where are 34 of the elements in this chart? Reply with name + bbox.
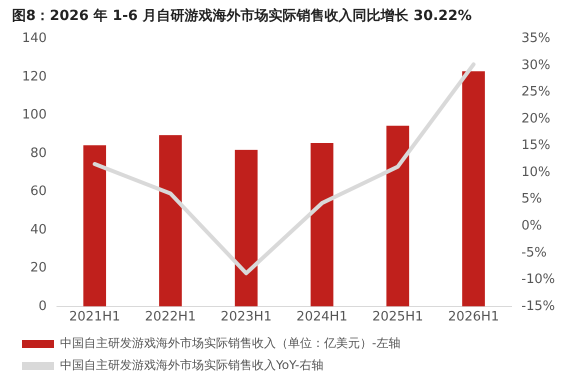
y2-tick-label: -15% bbox=[521, 298, 556, 314]
chart-title: 图8：2026 年 1-6 月自研游戏海外市场实际销售收入同比增长 30.22% bbox=[12, 7, 472, 24]
x-tick-label: 2026H1 bbox=[448, 310, 500, 325]
y2-tick-label: 35% bbox=[521, 31, 550, 46]
y-tick-label: 100 bbox=[22, 108, 47, 123]
y2-tick-label: 30% bbox=[521, 58, 550, 73]
legend-label: 中国自主研发游戏海外市场实际销售收入（单位：亿美元）-左轴 bbox=[60, 336, 400, 350]
bar bbox=[159, 135, 182, 306]
bar bbox=[386, 126, 410, 306]
y-tick-label: 120 bbox=[22, 69, 47, 84]
y2-tick-label: 10% bbox=[521, 164, 550, 180]
x-tick-label: 2022H1 bbox=[144, 310, 196, 325]
y2-tick-label: 25% bbox=[521, 84, 550, 100]
y-tick-label: 20 bbox=[30, 260, 47, 276]
x-tick-label: 2021H1 bbox=[69, 310, 120, 325]
y-tick-label: 60 bbox=[30, 184, 47, 200]
bar bbox=[83, 145, 106, 306]
y2-tick-label: -10% bbox=[521, 272, 556, 288]
x-tick-label: 2025H1 bbox=[372, 310, 424, 325]
y-tick-label: 0 bbox=[38, 298, 47, 314]
y2-tick-label: 15% bbox=[521, 138, 550, 154]
bar bbox=[310, 142, 334, 306]
legend-label: 中国自主研发游戏海外市场实际销售收入YoY-右轴 bbox=[60, 358, 324, 372]
bar bbox=[234, 150, 258, 306]
bar bbox=[462, 71, 485, 306]
y2-tick-label: -5% bbox=[521, 245, 547, 260]
x-tick-label: 2023H1 bbox=[220, 310, 272, 325]
y-tick-label: 80 bbox=[30, 146, 47, 161]
y-tick-label: 40 bbox=[30, 222, 47, 238]
y2-tick-label: 0% bbox=[521, 218, 542, 234]
y2-tick-label: 20% bbox=[521, 111, 550, 126]
x-tick-label: 2024H1 bbox=[296, 310, 348, 325]
y2-tick-label: 5% bbox=[521, 192, 542, 207]
y-tick-label: 140 bbox=[22, 31, 47, 46]
